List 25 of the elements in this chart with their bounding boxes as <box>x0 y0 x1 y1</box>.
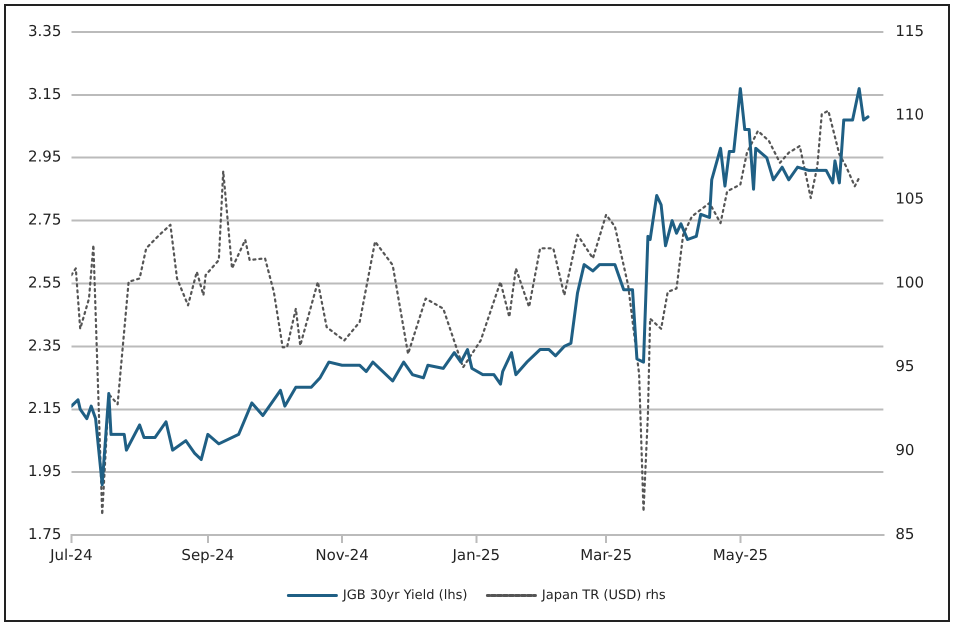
legend-label: JGB 30yr Yield (lhs) <box>342 588 468 603</box>
x-tick-label: Nov-24 <box>315 546 369 564</box>
y-tick-label: 1.75 <box>28 524 62 543</box>
y2-tick-label: 105 <box>895 190 924 208</box>
y2-tick-label: 100 <box>895 273 924 292</box>
y-tick-label: 3.15 <box>28 84 62 103</box>
y2-tick-label: 95 <box>895 357 914 376</box>
y-tick-label: 2.75 <box>28 210 62 229</box>
y2-tick-label: 90 <box>895 441 914 460</box>
y-tick-label: 3.35 <box>28 22 62 40</box>
x-tick-label: Sep-24 <box>181 546 234 564</box>
frame: JGB 30yr Yield (lhs) Japan TR (USD) rhs Jul-24 Sep-24 Nov-24 Jan-25 Mar-25 May-25 1.75 1.95 2.15 2.35 2.55 2.75 2.95 3.15 3.35 85 90 95 100 105 110 115 <box>4 4 950 622</box>
x-tick-label: Jul-24 <box>49 546 93 564</box>
x-tick-label: Jan-25 <box>451 546 500 564</box>
x-tick-label: Mar-25 <box>580 546 632 564</box>
y2-tick-label: 85 <box>895 524 914 543</box>
y2-tick-label: 110 <box>895 106 924 124</box>
y2-tick-label: 115 <box>895 22 924 40</box>
y-tick-label: 2.95 <box>28 148 62 166</box>
x-tick-label: May-25 <box>712 546 768 564</box>
y-tick-label: 2.15 <box>28 399 62 418</box>
y-tick-label: 1.95 <box>28 462 62 480</box>
y-tick-label: 2.55 <box>28 273 62 292</box>
y-tick-label: 2.35 <box>28 336 62 354</box>
legend-label: Japan TR (USD) rhs <box>540 588 666 603</box>
